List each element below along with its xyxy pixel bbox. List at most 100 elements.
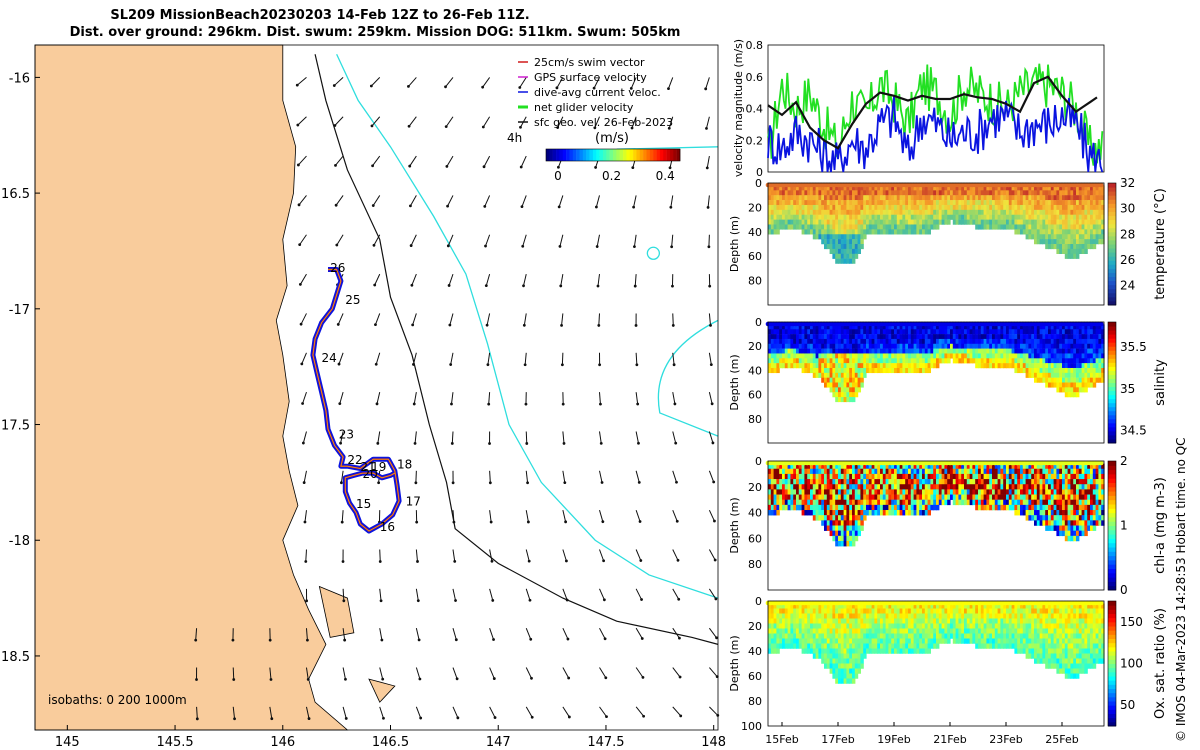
- sfc-vel-arrow: [336, 234, 344, 246]
- depth-cell: [1062, 499, 1066, 506]
- depth-cell: [821, 324, 825, 330]
- depth-cell: [1020, 363, 1024, 369]
- depth-cell: [849, 334, 853, 340]
- depth-cell: [899, 195, 903, 201]
- depth-cell: [983, 185, 987, 191]
- depth-cell: [854, 468, 859, 475]
- depth-cell: [798, 353, 803, 359]
- depth-cell: [768, 200, 772, 206]
- colorbar-cell: [1108, 386, 1116, 392]
- depth-cell: [782, 334, 786, 340]
- depth-cell: [1070, 239, 1074, 245]
- sfc-vel-arrow-head: [484, 284, 488, 288]
- depth-cell: [1078, 353, 1083, 359]
- depth-cell: [1045, 499, 1049, 506]
- depth-cell: [882, 494, 887, 500]
- depth-cell: [1031, 510, 1035, 516]
- depth-cell: [986, 200, 990, 206]
- sfc-vel-arrow-head: [302, 481, 306, 484]
- depth-cell: [840, 468, 845, 475]
- sfc-vel-arrow-head: [409, 244, 413, 247]
- depth-cell: [1050, 367, 1055, 374]
- depth-cell: [980, 463, 985, 469]
- depth-cell: [994, 343, 999, 349]
- velocity-series-1: [767, 96, 1104, 173]
- depth-cell: [846, 348, 850, 354]
- depth-cell: [1059, 244, 1063, 250]
- depth-cell: [944, 358, 948, 364]
- depth-cell: [997, 489, 1001, 495]
- depth-cell: [866, 489, 870, 495]
- depth-cell: [922, 200, 926, 206]
- colorbar-tick-label: 2: [1120, 454, 1128, 468]
- depth-cell: [818, 473, 822, 480]
- depth-cell: [1092, 348, 1097, 354]
- speed-colorbar-cell: [599, 149, 604, 161]
- depth-cell: [913, 334, 917, 340]
- depth-cell: [880, 324, 884, 330]
- depth-cell: [1059, 353, 1063, 359]
- depth-cell: [916, 185, 920, 191]
- depth-cell: [930, 343, 934, 349]
- depth-cell: [854, 367, 859, 374]
- depth-cell: [1084, 387, 1088, 393]
- depth-cell: [835, 200, 839, 206]
- depth-cell: [980, 219, 985, 225]
- depth-cell: [1045, 504, 1049, 511]
- depth-cell: [1039, 329, 1043, 335]
- depth-cell: [868, 510, 873, 516]
- depth-cell: [824, 343, 828, 349]
- depth-cell: [1025, 473, 1029, 480]
- depth-cell: [966, 219, 971, 225]
- depth-cell: [838, 499, 842, 506]
- depth-cell: [843, 494, 847, 500]
- depth-cell: [849, 372, 853, 378]
- depth-cell: [1070, 387, 1074, 393]
- depth-cell: [1056, 219, 1060, 225]
- depth-cell: [950, 479, 954, 485]
- depth-cell: [966, 353, 971, 359]
- depth-cell: [1092, 372, 1097, 378]
- depth-cell: [835, 530, 839, 537]
- depth-cell: [846, 258, 850, 264]
- depth-cell: [1031, 234, 1035, 240]
- depth-cell: [1050, 219, 1055, 225]
- depth-cell: [919, 367, 923, 374]
- depth-cell: [829, 229, 833, 235]
- depth-cell: [997, 348, 1001, 354]
- depth-cell: [1042, 338, 1046, 345]
- depth-cell: [1081, 353, 1085, 359]
- sfc-vel-arrow: [708, 470, 715, 483]
- depth-cell: [961, 190, 965, 196]
- sfc-vel-arrow-head: [640, 598, 643, 601]
- depth-cell: [838, 190, 842, 196]
- depth-cell: [1011, 343, 1015, 349]
- depth-cell: [989, 224, 993, 230]
- depth-cell: [818, 200, 822, 206]
- depth-cell: [810, 358, 814, 364]
- sfc-vel-arrow: [195, 628, 198, 641]
- sfc-vel-arrow: [672, 549, 679, 561]
- sfc-vel-arrow-head: [678, 675, 682, 679]
- depth-cell: [1036, 367, 1041, 374]
- depth-cell: [1092, 484, 1097, 490]
- depth-cell: [1090, 358, 1094, 364]
- depth-cell: [1045, 358, 1049, 364]
- depth-cell: [986, 494, 990, 500]
- depth-cell: [927, 185, 931, 191]
- sfc-vel-arrow: [599, 470, 603, 483]
- depth-cell: [843, 510, 847, 516]
- depth-cell: [796, 190, 800, 196]
- depth-cell: [1014, 499, 1018, 506]
- depth-cell: [938, 463, 943, 469]
- depth-cell: [846, 190, 850, 196]
- depth-cell: [824, 479, 828, 485]
- depth-cell: [796, 214, 800, 220]
- colorbar-cell: [1108, 572, 1116, 578]
- depth-cell: [1048, 214, 1052, 220]
- depth-cell: [832, 224, 836, 230]
- sfc-vel-arrow-head: [675, 480, 678, 484]
- sfc-vel-arrow: [635, 627, 643, 639]
- depth-cell: [919, 510, 923, 516]
- depth-cell: [810, 214, 814, 220]
